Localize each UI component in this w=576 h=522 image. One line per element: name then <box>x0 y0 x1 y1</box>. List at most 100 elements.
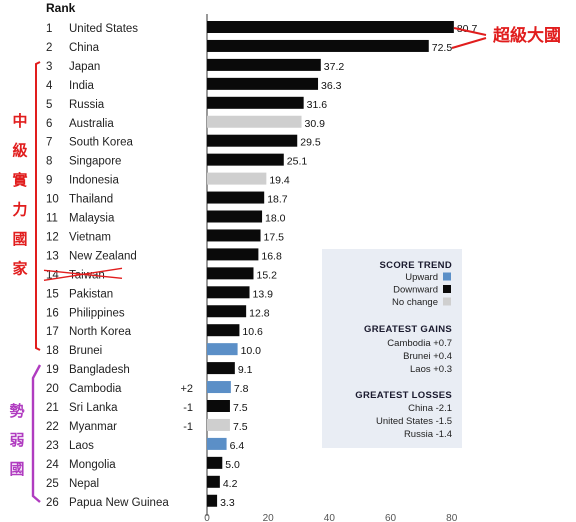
rank-number: 22 <box>46 421 59 433</box>
chart-row: 12 Vietnam 17.5 <box>46 229 284 243</box>
middle-power-char: 國 <box>12 230 27 248</box>
chart-row: 21 Sri Lanka -1 7.5 <box>46 400 248 414</box>
value-label: 30.9 <box>305 118 326 130</box>
chart-row: 1 United States 80.7 <box>46 21 477 35</box>
greatest-losses-title: GREATEST LOSSES <box>355 390 452 401</box>
weak-state-char: 勢 <box>9 402 24 420</box>
rank-number: 20 <box>46 383 59 395</box>
middle-power-char: 級 <box>12 142 27 160</box>
greatest-losses-list: China -2.1 United States -1.5 Russia -1.4 <box>376 403 452 440</box>
value-label: 72.5 <box>432 42 453 54</box>
rank-number: 16 <box>46 307 59 319</box>
rank-number: 18 <box>46 345 59 357</box>
x-tick-label: 20 <box>263 513 275 522</box>
bar <box>207 21 454 33</box>
bar <box>207 248 259 261</box>
rank-number: 21 <box>46 402 59 414</box>
chart-row: 20 Cambodia +2 7.8 <box>46 381 249 395</box>
weak-state-bracket <box>31 364 42 503</box>
rank-number: 12 <box>46 231 59 243</box>
bar <box>207 456 223 469</box>
gain-item: Laos +0.3 <box>410 364 452 375</box>
rank-number: 6 <box>46 118 52 130</box>
legend-label: No change <box>392 297 438 308</box>
chart-row: 6 Australia 30.9 <box>46 115 326 130</box>
chart-row: 10 Thailand 18.7 <box>46 191 288 206</box>
bar <box>207 475 220 488</box>
rank-number: 23 <box>46 440 59 452</box>
weak-state-annotation: 勢弱國 <box>9 402 24 478</box>
value-label: 10.6 <box>242 326 263 338</box>
greatest-gains-title: GREATEST GAINS <box>364 324 452 335</box>
bar <box>207 229 261 242</box>
strike-line <box>43 269 123 280</box>
legend-swatch <box>443 272 451 281</box>
bar <box>207 134 298 147</box>
bar <box>207 58 321 71</box>
country-label: Vietnam <box>69 231 111 243</box>
bar <box>207 343 238 356</box>
weak-state-char: 弱 <box>9 431 24 449</box>
country-label: Myanmar <box>69 421 117 433</box>
rank-number: 1 <box>46 23 52 35</box>
value-label: 5.0 <box>225 459 240 471</box>
middle-power-char: 中 <box>12 112 27 130</box>
legend-swatch <box>443 297 451 306</box>
bar <box>207 324 240 337</box>
chart-row: 11 Malaysia 18.0 <box>46 210 286 225</box>
rank-change: -1 <box>183 402 193 414</box>
middle-power-char: 家 <box>12 260 27 278</box>
rank-number: 19 <box>46 364 59 376</box>
bar <box>207 286 250 299</box>
country-label: North Korea <box>69 326 132 338</box>
value-label: 18.0 <box>265 213 286 225</box>
value-label: 15.2 <box>256 269 277 281</box>
country-label: New Zealand <box>69 250 137 262</box>
country-label: Philippines <box>69 307 125 319</box>
chart-row: 23 Laos 6.4 <box>46 437 245 452</box>
value-label: 18.7 <box>267 194 288 206</box>
bar <box>207 494 218 507</box>
rank-number: 7 <box>46 137 52 149</box>
value-label: 9.1 <box>238 364 253 376</box>
chart-row: 19 Bangladesh 9.1 <box>46 362 253 376</box>
country-label: Papua New Guinea <box>69 497 169 509</box>
value-label: 6.4 <box>230 440 245 452</box>
weak-state-char: 國 <box>9 460 24 478</box>
value-label: 7.5 <box>233 402 248 414</box>
rank-number: 8 <box>46 156 52 168</box>
chart-row: 18 Brunei 10.0 <box>46 343 261 357</box>
gain-item: Cambodia +0.7 <box>387 338 452 349</box>
country-label: Bangladesh <box>69 364 130 376</box>
x-tick-label: 60 <box>385 513 397 522</box>
bar <box>207 172 267 185</box>
value-label: 7.5 <box>233 421 248 433</box>
chart-row: 15 Pakistan 13.9 <box>46 286 273 300</box>
rank-number: 24 <box>46 459 59 471</box>
legend-swatch <box>443 285 451 293</box>
value-label: 12.8 <box>249 307 270 319</box>
loss-item: United States -1.5 <box>376 416 452 427</box>
value-label: 29.5 <box>300 137 321 149</box>
rank-number: 2 <box>46 42 52 54</box>
value-label: 25.1 <box>287 156 308 168</box>
rank-number: 26 <box>46 497 59 509</box>
bar <box>207 39 429 52</box>
rank-number: 11 <box>46 213 58 225</box>
rank-change: -1 <box>183 421 193 433</box>
rank-number: 15 <box>46 288 59 300</box>
rank-number: 17 <box>46 326 59 338</box>
chart-row: 9 Indonesia 19.4 <box>46 172 290 187</box>
rank-change: +2 <box>180 383 193 395</box>
value-label: 13.9 <box>253 288 274 300</box>
legend-background <box>322 249 462 448</box>
middle-power-bracket <box>35 61 41 351</box>
chart-row: 2 China 72.5 <box>46 39 453 54</box>
rank-header: Rank <box>46 1 76 15</box>
bar <box>207 381 231 394</box>
value-label: 31.6 <box>307 99 328 111</box>
chart-row: 7 South Korea 29.5 <box>46 134 321 149</box>
country-label: Brunei <box>69 345 102 357</box>
country-label: Australia <box>69 118 114 130</box>
